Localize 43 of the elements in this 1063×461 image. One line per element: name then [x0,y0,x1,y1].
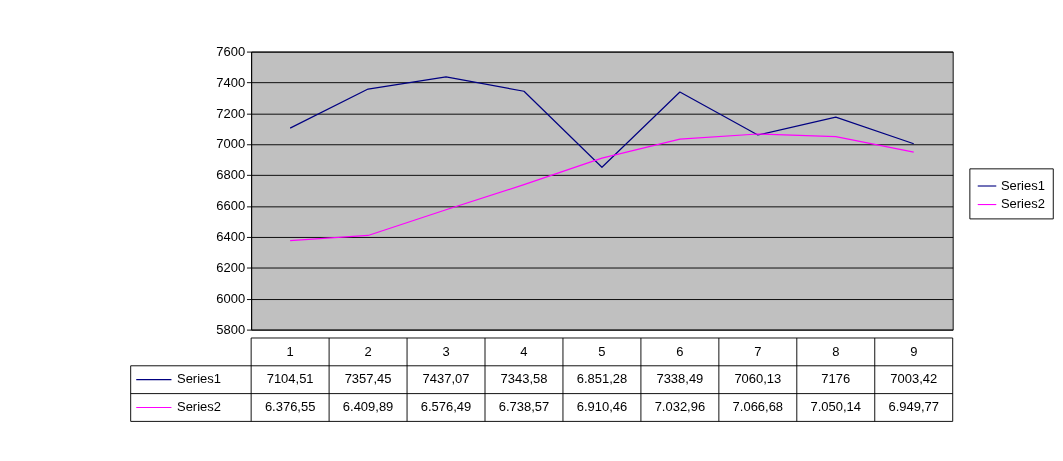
data-label: 6.576,49 [420,399,472,415]
x-tick-label: 9 [910,343,918,359]
data-label: 7.032,96 [654,399,706,415]
x-tick-label: 1 [286,343,294,359]
line-series [289,76,915,168]
data-label: 7343,58 [500,371,548,387]
x-tick-label: 2 [364,343,372,359]
y-tick-label: 6400 [216,229,246,245]
data-label: 6.376,55 [264,399,316,415]
data-label: 6.851,28 [576,371,628,387]
data-label: 7437,07 [422,371,470,387]
data-label: 7060,13 [734,371,782,387]
y-tick-label: 7600 [216,43,246,59]
text: Series2 [177,399,221,415]
x-tick-label: 4 [520,343,528,359]
legend-label: Series1 [1000,177,1045,193]
data-label: 6.409,89 [342,399,394,415]
y-tick-label: 6600 [216,198,246,214]
y-tick-label: 6200 [216,260,246,276]
y-tick-label: 6000 [216,290,246,306]
legend-label: Series2 [1000,196,1045,212]
x-tick-label: 8 [832,343,840,359]
data-label: 6.910,46 [576,399,628,415]
data-label: 6.738,57 [498,399,550,415]
data-label: 7003,42 [890,371,938,387]
y-tick-label: 7200 [216,105,246,121]
data-label: 7.066,68 [732,399,784,415]
data-label: 7104,51 [266,371,314,387]
x-tick-label: 6 [676,343,684,359]
x-tick-label: 5 [598,343,606,359]
line-series [289,133,915,242]
text: Series1 [177,371,221,387]
data-label: 6.949,77 [888,399,939,415]
x-tick-label: 3 [442,343,450,359]
y-tick-label: 7000 [216,136,246,152]
data-label: 7.050,14 [810,399,862,415]
data-label: 7357,45 [344,371,392,387]
x-tick-label: 7 [754,343,762,359]
y-tick-label: 5800 [216,321,246,337]
data-label: 7338,49 [656,371,704,387]
data-label: 7176 [821,371,851,387]
y-tick-label: 7400 [216,74,246,90]
y-tick-label: 6800 [216,167,246,183]
